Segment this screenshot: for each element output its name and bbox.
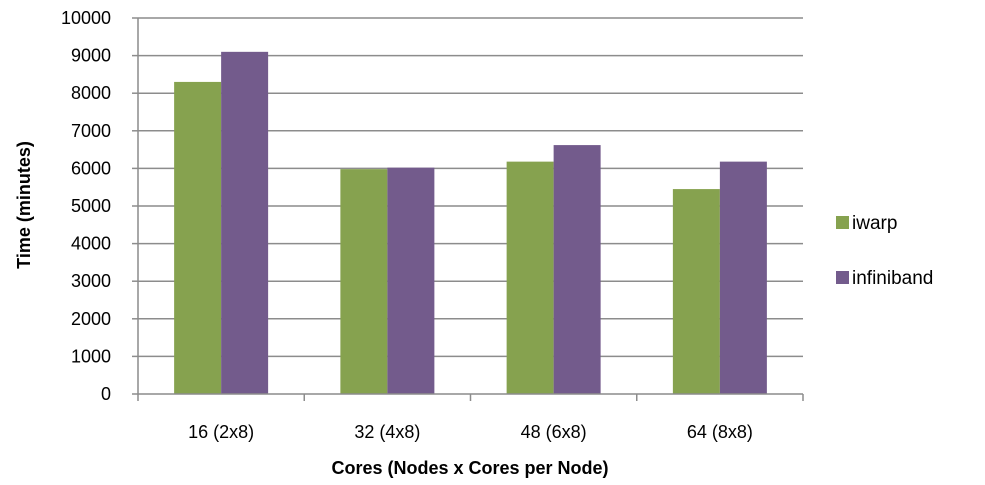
bar-iwarp (506, 161, 554, 394)
legend-swatch-infiniband (836, 271, 849, 284)
x-axis-title: Cores (Nodes x Cores per Node) (331, 458, 608, 478)
y-tick-label: 1000 (71, 346, 111, 366)
y-tick-label: 0 (101, 384, 111, 404)
y-tick-label: 5000 (71, 196, 111, 216)
y-axis-title: Time (minutes) (14, 141, 34, 269)
bar-iwarp (340, 169, 388, 394)
bar-infiniband (221, 51, 269, 395)
y-tick-label: 10000 (61, 8, 111, 28)
y-tick-label: 6000 (71, 158, 111, 178)
x-tick-label: 64 (8x8) (687, 422, 753, 442)
y-tick-label: 3000 (71, 271, 111, 291)
y-tick-label: 7000 (71, 121, 111, 141)
x-tick-labels: 16 (2x8) 32 (4x8) 48 (6x8) 64 (8x8) (188, 422, 753, 442)
bar-iwarp (672, 189, 720, 394)
y-tick-label: 4000 (71, 234, 111, 254)
bars (174, 51, 767, 395)
axes (132, 17, 804, 401)
y-tick-label: 2000 (71, 309, 111, 329)
y-tick-labels: 0 1000 2000 3000 4000 5000 6000 7000 8000 9000 100… (61, 8, 111, 404)
bar-iwarp (174, 81, 222, 395)
bar-infiniband (553, 145, 601, 394)
y-tick-label: 8000 (71, 83, 111, 103)
x-tick-label: 16 (2x8) (188, 422, 254, 442)
legend-label: iwarp (852, 213, 897, 234)
y-tick-label: 9000 (71, 46, 111, 66)
x-tick-label: 48 (6x8) (521, 422, 587, 442)
bar-infiniband (719, 161, 767, 394)
legend: iwarp infiniband (836, 213, 933, 289)
x-tick-label: 32 (4x8) (354, 422, 420, 442)
legend-swatch-iwarp (836, 216, 849, 229)
bar-infiniband (387, 167, 435, 394)
legend-label: infiniband (852, 268, 933, 289)
